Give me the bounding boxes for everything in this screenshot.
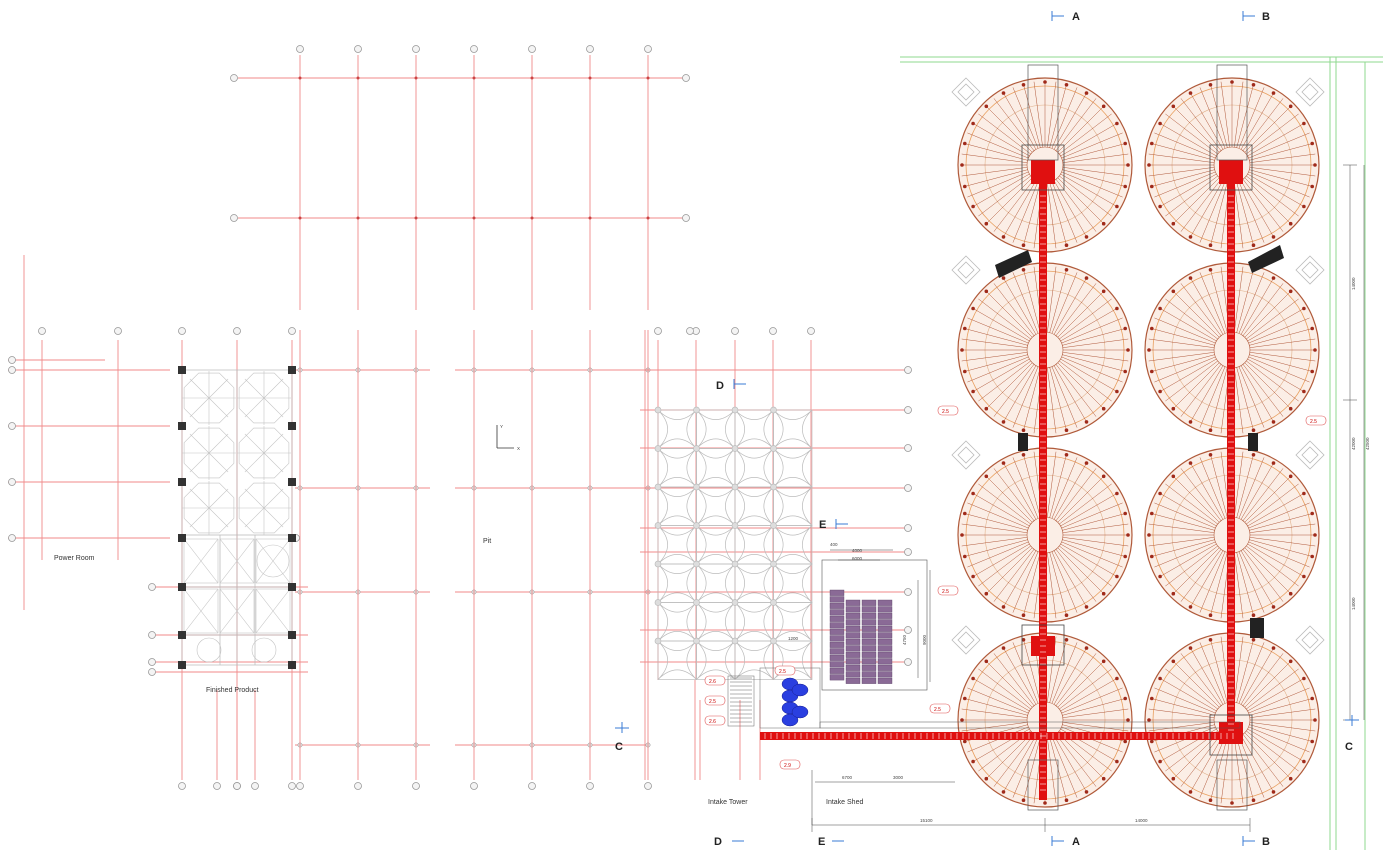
intake-hopper-grid <box>654 406 813 680</box>
level-tag-8: 2.9 <box>784 763 791 769</box>
dim-15100: 15100 <box>920 818 933 823</box>
dim-4000: 4000 <box>852 548 863 553</box>
section-c-left: C <box>615 741 623 753</box>
finished-product-bins <box>181 369 293 666</box>
structural-grid <box>8 55 905 780</box>
dim-4750: 4750 <box>902 634 907 645</box>
power-room-label: Power Room <box>54 555 95 562</box>
silo-markers <box>951 77 1325 655</box>
section-b-bottom: B <box>1262 836 1270 848</box>
level-tag-6: 2.5 <box>709 699 716 705</box>
level-tag-9: 2.5 <box>779 669 786 675</box>
dim-400: 400 <box>830 542 838 547</box>
section-d-top: D <box>716 380 724 392</box>
conveyors <box>760 64 1253 811</box>
intake-shed-label: Intake Shed <box>826 799 863 806</box>
dimension-lines <box>811 164 1365 832</box>
level-tag-3: 2.5 <box>934 707 941 713</box>
section-a-bottom: A <box>1072 836 1080 848</box>
dim-42500: 42500 <box>1365 437 1370 450</box>
dim-14000-v1: 14000 <box>1351 277 1356 290</box>
dim-3000: 3000 <box>893 775 904 780</box>
section-markers <box>615 11 1359 846</box>
section-d-bottom: D <box>714 836 722 848</box>
level-tag-2: 2.5 <box>942 589 949 595</box>
pit-label: Pit <box>483 538 491 545</box>
level-tags <box>704 405 1327 770</box>
dim-6700: 6700 <box>842 775 853 780</box>
silo-connectors <box>995 245 1284 638</box>
dim-1200: 1200 <box>788 636 799 641</box>
intake-shed <box>821 559 928 691</box>
intake-tower <box>727 667 821 729</box>
grid-bubbles <box>8 45 912 790</box>
dim-42000: 42000 <box>1351 437 1356 450</box>
finished-product-columns <box>178 366 296 669</box>
dim-14000-v2: 14000 <box>1351 597 1356 610</box>
level-tag-1: 2.5 <box>942 409 949 415</box>
level-tag-5: 2.6 <box>709 679 716 685</box>
storage-blocks <box>829 589 893 684</box>
tower-equipment <box>781 677 809 727</box>
axis-y-label: Y <box>500 424 503 429</box>
section-e-bottom: E <box>818 836 825 848</box>
silos <box>957 77 1320 808</box>
intake-tower-label: Intake Tower <box>708 799 748 806</box>
dim-14000-bottom: 14000 <box>1135 818 1148 823</box>
level-tag-7: 2.6 <box>709 719 716 725</box>
finished-product-label: Finished Product <box>206 687 259 694</box>
section-e-top: E <box>819 519 826 531</box>
section-a-top: A <box>1072 11 1080 23</box>
dim-9000: 9000 <box>922 634 927 645</box>
section-c-right: C <box>1345 741 1353 753</box>
axis-x-label: X <box>517 446 520 451</box>
section-b-top: B <box>1262 11 1270 23</box>
axis-indicator <box>496 425 514 449</box>
site-boundary <box>900 56 1383 850</box>
finished-product-hoppers <box>182 371 291 663</box>
level-tag-4: 2.5 <box>1310 419 1317 425</box>
dim-6000: 6000 <box>852 556 863 561</box>
